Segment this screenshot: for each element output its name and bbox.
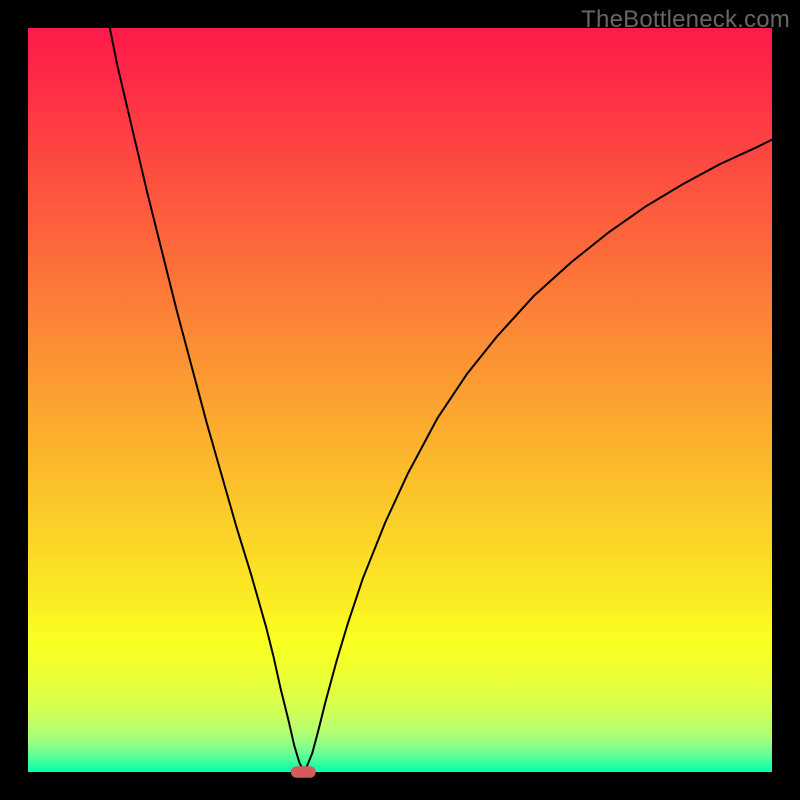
- optimum-marker: [291, 767, 315, 777]
- plot-background: [28, 28, 772, 772]
- chart-viewport: TheBottleneck.com: [0, 0, 800, 800]
- watermark-text: TheBottleneck.com: [581, 6, 790, 34]
- bottleneck-chart: [0, 0, 800, 800]
